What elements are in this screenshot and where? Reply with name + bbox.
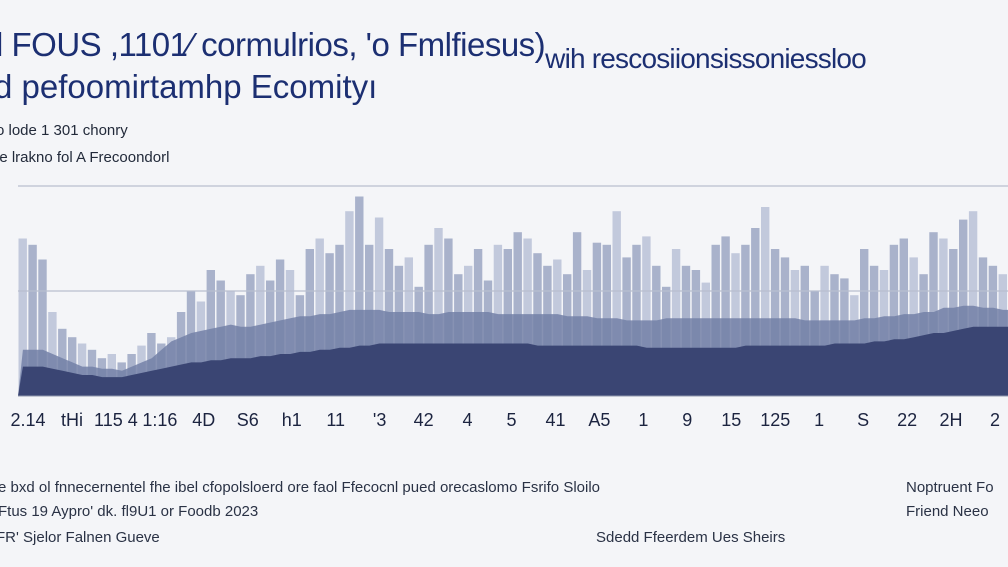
- bar: [721, 236, 730, 396]
- bar: [751, 228, 760, 396]
- bar: [642, 236, 651, 396]
- x-tick-label: 9: [682, 410, 692, 430]
- x-tick-label: h1: [282, 410, 302, 430]
- bar: [374, 217, 384, 396]
- footer-note-2: Ftus 19 Aypro' dk. fl9U1 or Foodb 2023: [0, 503, 259, 520]
- x-tick-label: A5: [588, 410, 610, 430]
- footer-source-left: FR' Sjelor Falnen Gueve: [0, 529, 160, 546]
- x-tick-label: tHi: [61, 410, 83, 430]
- bar: [612, 211, 621, 396]
- chart-title-tail: wih rescosiionsissoniessloo: [545, 43, 867, 74]
- chart-subtitle-line2: le lrakno fol A Frecoondorl: [0, 149, 170, 166]
- bar: [28, 244, 37, 396]
- x-tick-label: 4: [463, 410, 473, 430]
- x-tick-label: 1:16: [142, 410, 177, 430]
- x-tick-label: 15: [721, 410, 741, 430]
- bar: [968, 211, 978, 396]
- x-tick-label: '3: [373, 410, 386, 430]
- x-tick-label: 115 4: [94, 410, 138, 430]
- footer-note-1: e bxd ol fnnecernentel fhe ibel cfopolsl…: [0, 479, 601, 496]
- bar: [572, 232, 582, 396]
- x-tick-labels: 2.14 tHi 115 4 1:16 4D S6 h1 11'3 42 4 5 41 A5 1 9 15 12…: [10, 410, 1000, 430]
- series-band-dark: [18, 326, 1008, 396]
- chart-title: l FOUS ,1101⁄ cormulrios, 'o Fmlfiesus)w…: [0, 26, 867, 74]
- chart-title-main: l FOUS ,1101⁄ cormulrios, 'o Fmlfiesus): [0, 26, 546, 63]
- x-tick-label: S: [857, 410, 869, 430]
- x-tick-label: 1: [814, 410, 824, 430]
- footer-source-center: Sdedd Ffeerdem Ues Sheirs: [596, 529, 786, 546]
- x-tick-label: 11: [326, 410, 345, 430]
- x-tick-label: 2: [990, 410, 1000, 430]
- x-tick-label: 42: [414, 410, 434, 430]
- x-tick-label: 125: [760, 410, 790, 430]
- bar: [18, 238, 27, 396]
- x-tick-label: 41: [545, 410, 565, 430]
- footer-note-right-2: Friend Neeo: [906, 503, 989, 520]
- bar: [434, 228, 443, 396]
- x-tick-label: 1: [638, 410, 648, 430]
- x-tick-label: 2H: [940, 410, 963, 430]
- bar: [355, 196, 364, 396]
- chart-plot: 2.14 tHi 115 4 1:16 4D S6 h1 11'3 42 4 5 41 A5 1 9 15 12…: [10, 185, 1008, 430]
- chart-title-line2: d pefoomirtamhp Ecomityı: [0, 68, 378, 105]
- x-tick-label: 22: [897, 410, 917, 430]
- x-tick-label: 5: [506, 410, 516, 430]
- x-tick-label: S6: [237, 410, 259, 430]
- footer-note-right-1: Noptruent Fo: [906, 479, 994, 496]
- bar: [761, 207, 770, 396]
- chart-subtitle-line1: o lode 1 301 chonry: [0, 122, 128, 139]
- x-tick-label: 4D: [192, 410, 215, 430]
- bar: [345, 211, 354, 396]
- x-tick-label: 2.14: [10, 410, 45, 430]
- bar: [38, 259, 47, 396]
